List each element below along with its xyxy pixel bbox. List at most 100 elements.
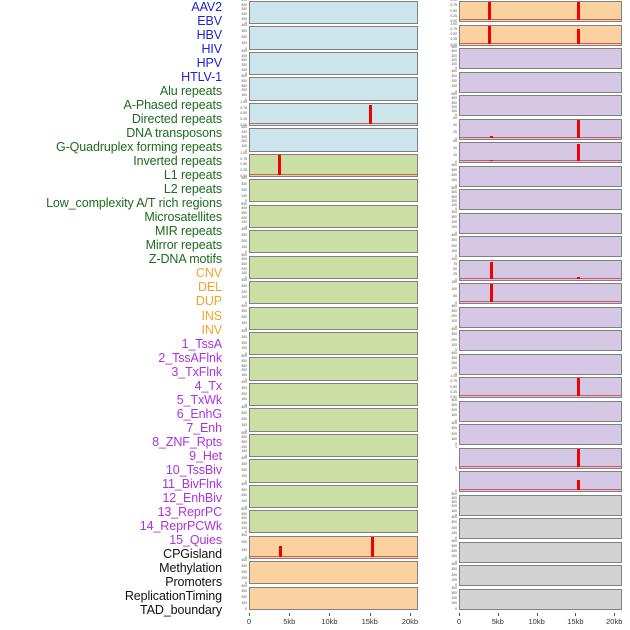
y-tick-label: 0.00	[450, 395, 457, 400]
y-tick-label: 100	[451, 256, 457, 261]
y-tick-label: 400	[451, 96, 457, 101]
y-tick-label: 400	[241, 79, 247, 84]
y-tick-label: 300	[451, 402, 457, 407]
y-tick-label: 400	[241, 379, 247, 384]
y-tick-label: 25	[453, 272, 457, 277]
plot-area	[249, 331, 418, 356]
track-label: Promoters	[165, 574, 222, 589]
y-tick-label: 300	[241, 516, 247, 521]
y-tick-label: 40	[453, 122, 457, 127]
y-tick-label: 300	[451, 308, 457, 313]
y-tick-label: 300	[241, 232, 247, 237]
y-tick-label: 300	[451, 73, 457, 78]
y-tick-label: 400	[241, 511, 247, 516]
x-tick-mark	[329, 613, 331, 616]
y-tick-label: 300	[241, 334, 247, 339]
y-tick-label: 100	[451, 178, 457, 183]
plot-area	[459, 118, 622, 140]
y-tick-label: 200	[451, 596, 457, 601]
track-panel: 1.00 0.75 0.50 0.25 0.00	[226, 100, 426, 127]
y-tick-label: 0	[455, 536, 457, 541]
y-tick-label: 0	[455, 442, 457, 447]
y-tick-label: 400	[451, 585, 457, 590]
y-tick-label: 0.00	[450, 19, 457, 24]
track-label: 15_Quies	[169, 532, 222, 547]
y-tick-label: 100	[451, 436, 457, 441]
y-tick-label: 400	[451, 421, 457, 425]
y-tick-label: 200	[241, 595, 247, 600]
y-axis: 60 40 20 0	[436, 139, 458, 164]
y-axis: 400 300 200 100 0	[436, 350, 458, 376]
y-tick-label: 0.75	[450, 3, 457, 8]
track-panel: 1.00 0.75 0.50 0.25 0.00	[226, 151, 426, 178]
track-panel: 400 300 200 100 0	[226, 227, 426, 254]
y-tick-label: 200	[451, 220, 457, 225]
y-tick-label: 0	[245, 21, 247, 26]
plot-area	[249, 433, 418, 458]
y-tick-label: 300	[451, 500, 457, 505]
plot-area	[459, 259, 622, 281]
plot-area	[249, 51, 418, 76]
y-tick-label: 0.75	[240, 105, 247, 110]
y-tick-label: 100	[451, 530, 457, 535]
y-tick-label: 400	[451, 303, 457, 308]
track-label: HTLV-1	[181, 70, 222, 85]
track-panel: 400 300 200 100 0	[436, 397, 630, 423]
y-axis: 1.00 0.75 0.50 0.25 0.00	[436, 0, 458, 24]
track-label: INS	[201, 308, 222, 323]
track-label: DUP	[195, 294, 222, 309]
y-tick-label: 0	[245, 46, 247, 51]
y-tick-label: 0	[245, 97, 247, 102]
y-tick-label: 0	[245, 72, 247, 77]
y-tick-label: 400	[241, 435, 247, 440]
y-tick-label: 100	[451, 248, 457, 253]
y-tick-label: 200	[451, 57, 457, 62]
y-tick-label: 400	[451, 538, 457, 543]
track-panel: 400 300 200 100 0	[226, 304, 426, 331]
y-tick-label: 300	[241, 283, 247, 288]
track-label: 7_Enh	[186, 420, 222, 435]
y-tick-label: 0.75	[240, 156, 247, 161]
y-tick-label: 100	[241, 575, 247, 580]
y-tick-label: 0	[455, 113, 457, 118]
y-axis: 400 300 200 100 0	[436, 562, 458, 587]
y-tick-label: 400	[241, 129, 247, 134]
y-tick-label: 400	[451, 397, 457, 402]
y-tick-label: 500	[241, 74, 247, 79]
y-tick-label: 200	[241, 416, 247, 421]
track-label: L1 repeats	[163, 168, 222, 183]
y-tick-label: 200	[241, 444, 247, 449]
x-tick-label: 15kb	[361, 617, 378, 626]
x-tick-mark	[575, 613, 577, 616]
track-panel: 400 300 200 100 0	[436, 421, 630, 447]
y-tick-label: 300	[451, 194, 457, 199]
y-tick-label: 300	[451, 167, 457, 172]
y-tick-label: 0	[455, 606, 457, 611]
y-axis: 400 300 200 100 0	[226, 558, 248, 585]
y-tick-label: 0	[245, 454, 247, 459]
plot-area	[459, 142, 622, 164]
track-panel: 400 300 200 100 0	[226, 558, 426, 585]
y-axis: 500 400 300 200 100 0	[436, 492, 458, 517]
x-tick-label: 10kb	[528, 617, 545, 626]
y-tick-label: 500	[241, 507, 247, 512]
y-tick-label: 100	[241, 220, 247, 225]
baseline	[460, 19, 621, 21]
track-panel: 400 300 200 100 0	[226, 176, 426, 203]
y-axis: 500 400 300 200 100 0	[226, 431, 248, 459]
y-tick-label: 300	[241, 182, 247, 187]
y-tick-label: 200	[451, 549, 457, 554]
track-label: 12_EnhBiv	[162, 490, 222, 505]
y-tick-label: 400	[241, 176, 247, 181]
y-tick-label: 500	[241, 48, 247, 53]
plot-area	[249, 77, 418, 101]
y-axis: 60 40 20 0	[436, 116, 458, 141]
y-tick-label: 400	[451, 350, 457, 355]
y-tick-label: 300	[451, 332, 457, 337]
x-tick-label: 20kb	[401, 617, 419, 626]
plot-area	[249, 153, 418, 177]
y-tick-label: 100	[241, 295, 247, 300]
y-tick-label: 0	[245, 606, 247, 611]
plot-area	[459, 236, 622, 258]
